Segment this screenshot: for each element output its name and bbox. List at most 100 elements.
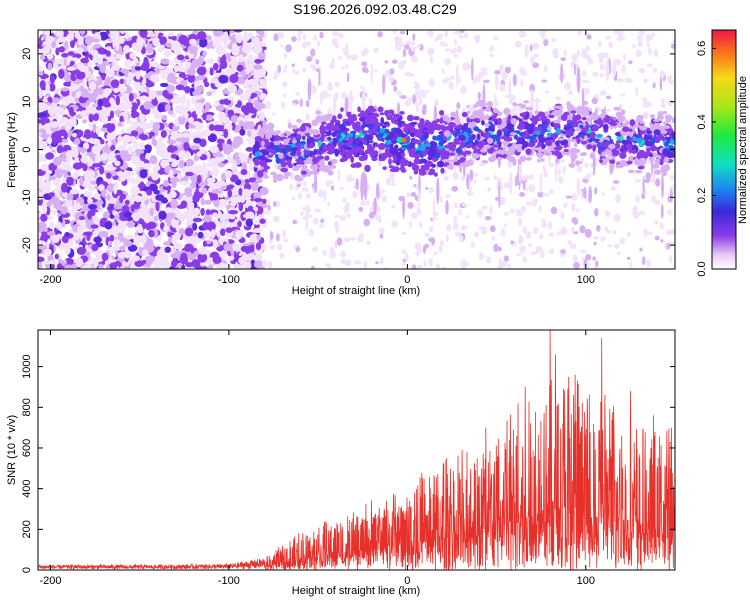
spectrogram-cell xyxy=(311,119,318,127)
spectrogram-cell xyxy=(543,64,548,73)
spectrogram-cell xyxy=(206,91,213,97)
spectrogram-cell xyxy=(388,157,392,166)
spectrogram-cell xyxy=(152,139,157,147)
spectrogram-cell xyxy=(639,247,643,252)
spectrogram-cell xyxy=(149,155,158,165)
spectrogram-cell xyxy=(489,205,493,215)
spectrogram-cell xyxy=(219,263,229,269)
spectrogram-cell xyxy=(529,83,535,93)
spectrogram-cell xyxy=(593,112,598,117)
spectrogram-cell xyxy=(456,102,461,110)
spectrogram-cell xyxy=(474,231,480,238)
spectrogram-cell xyxy=(399,110,405,115)
spectrogram-cell xyxy=(559,176,564,184)
spectrogram-cell xyxy=(520,78,524,87)
spectrogram-cell xyxy=(170,186,175,195)
spectrogram-cell xyxy=(547,250,554,254)
spectrogram-cell xyxy=(139,169,148,179)
spectrogram-cell xyxy=(455,63,459,88)
spectrogram-cell xyxy=(178,160,185,169)
spectrogram-cell xyxy=(97,47,106,55)
spectrogram-cell xyxy=(254,135,262,142)
spectrogram-cell xyxy=(225,53,231,58)
spectrogram-cell xyxy=(178,227,186,236)
spectrogram-cell xyxy=(471,57,474,81)
spectrogram-cell xyxy=(669,174,675,180)
spectrogram-cell xyxy=(106,132,116,141)
spectrogram-cell xyxy=(489,53,494,58)
spectrogram-cell xyxy=(480,148,487,153)
spectrogram-cell xyxy=(340,250,347,258)
spectrogram-cell xyxy=(621,65,626,74)
spectrogram-cell xyxy=(195,102,204,111)
spectrogram-cell xyxy=(186,215,193,226)
spectrogram-cell xyxy=(601,151,606,157)
spectrogram-cell xyxy=(149,61,159,68)
spectrogram-cell xyxy=(662,110,667,115)
spectrogram-cell xyxy=(381,195,388,203)
spectrogram-cell xyxy=(368,98,373,106)
spectrogram-cell xyxy=(324,168,332,173)
spectrogram-cell xyxy=(300,210,304,216)
spectrogram-cell xyxy=(477,91,481,101)
spectrogram-cell xyxy=(344,202,350,210)
spectrogram-cell xyxy=(188,124,196,129)
spectrogram-cell xyxy=(519,155,527,162)
spectrogram-cell xyxy=(327,264,332,269)
spectrogram-cell xyxy=(208,157,219,167)
spectrogram-cell xyxy=(255,30,264,35)
spectrogram-cell xyxy=(599,73,604,78)
spectrogram-cell xyxy=(174,211,183,219)
spectrogram-cell xyxy=(230,174,239,183)
spectrogram-cell xyxy=(584,228,592,238)
spectrogram-cell xyxy=(283,52,288,59)
spectrogram-cell xyxy=(246,42,252,51)
spectrogram-cell xyxy=(586,34,592,40)
spectrogram-cell xyxy=(604,36,612,40)
spectrogram-cell xyxy=(512,159,517,166)
spectrogram-cell xyxy=(539,158,545,162)
spectrogram-cell xyxy=(99,139,105,145)
spectrogram-cell xyxy=(474,110,482,117)
spectrogram-cell xyxy=(206,177,216,184)
spectrogram-cell xyxy=(166,212,176,218)
spectrogram-cell xyxy=(193,137,202,144)
spectrogram-cell xyxy=(574,208,580,212)
spectrogram-cell xyxy=(428,257,433,267)
spectrogram-cell xyxy=(219,56,228,66)
spectrogram-cell xyxy=(595,260,599,268)
spectrogram-cell xyxy=(196,174,202,184)
spectrogram-cell xyxy=(327,201,331,207)
spectrogram-cell xyxy=(594,157,599,163)
spectrogram-cell xyxy=(184,86,190,94)
spectrogram-cell xyxy=(155,145,160,150)
spectrogram-cell xyxy=(525,44,529,49)
spectrogram-cell xyxy=(228,209,239,215)
spectrogram-cell xyxy=(102,211,111,220)
spectrogram-cell xyxy=(358,206,364,212)
spectrogram-cell xyxy=(360,85,364,89)
spectrogram-cell xyxy=(333,220,339,229)
spectrogram-cell xyxy=(346,174,353,183)
spectrogram-cell xyxy=(106,177,112,185)
spectrogram-cell xyxy=(170,130,179,138)
spectrogram-cell xyxy=(466,173,470,190)
spectrogram-cell xyxy=(156,93,162,102)
spectrogram-cell xyxy=(38,89,43,99)
spectrogram-cell xyxy=(224,170,233,179)
spectrogram-cell xyxy=(239,128,246,136)
spectrogram-cell xyxy=(227,109,235,117)
spectrogram-cell xyxy=(519,138,526,142)
spectrogram-cell xyxy=(363,218,371,227)
spectrogram-cell xyxy=(638,30,646,36)
spectrogram-cell xyxy=(107,138,112,148)
spectrogram-cell xyxy=(617,122,622,129)
spectrogram-cell xyxy=(365,48,369,55)
spectrogram-cell xyxy=(415,250,419,257)
spectrogram-cell xyxy=(573,231,579,235)
spectrogram-cell xyxy=(74,137,81,146)
spectrogram-cell xyxy=(536,152,544,158)
spectrogram-cell xyxy=(385,144,390,148)
spectrogram-cell xyxy=(212,239,219,249)
spectrogram-cell xyxy=(212,30,223,37)
